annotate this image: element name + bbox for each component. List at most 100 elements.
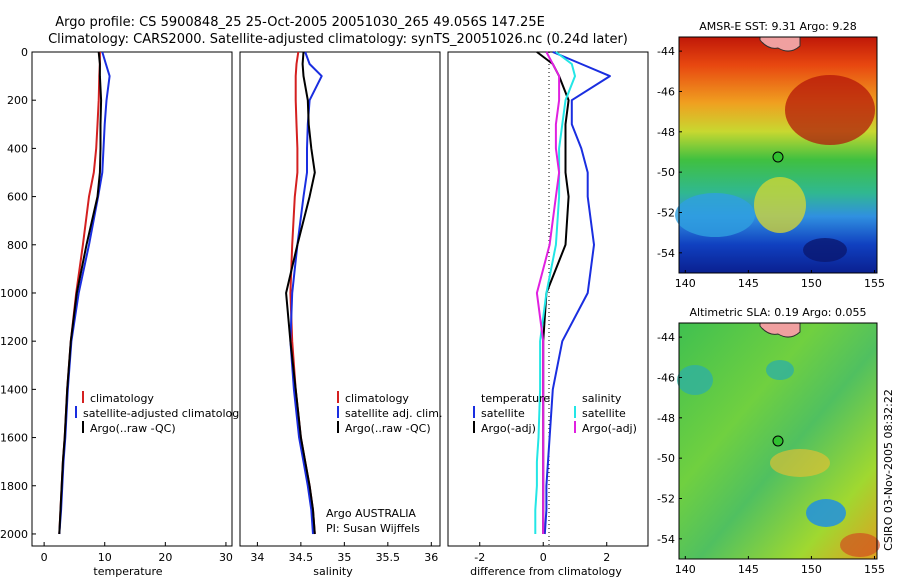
y-tick-label: -46: [657, 85, 675, 98]
sla-map-frame: [678, 322, 878, 560]
x-tick-label: 2: [603, 551, 610, 564]
sla-low-patch: [766, 360, 794, 380]
series-line-argo-raw-qc-: [58, 51, 103, 535]
sla-low-patch: [677, 365, 713, 395]
tasmania-land: [759, 322, 801, 338]
argo-position-marker: [772, 151, 784, 163]
legend-heading-salinity: salinity: [582, 392, 622, 405]
x-tick-label: 155: [864, 277, 885, 290]
y-tick-label: -44: [657, 45, 675, 58]
y-tick-label: -54: [657, 533, 675, 546]
sst-cool-patch: [675, 193, 755, 237]
difference-x-ticks: -2 0 2: [474, 542, 610, 564]
temperature-xlabel: temperature: [93, 565, 162, 578]
sla-high-corner: [840, 533, 880, 557]
temperature-x-ticks: 0 10 20 30: [41, 542, 233, 564]
figure-title-line1: Argo profile: CS 5900848_25 25-Oct-2005 …: [55, 15, 545, 30]
x-tick-label: 145: [738, 277, 759, 290]
sla-y-ticks: -44 -46 -48 -50 -52 -54: [657, 331, 682, 546]
legend-label-sal-satellite: satellite: [582, 407, 626, 420]
series-line-satellite-adjusted-climatolog: [58, 51, 111, 535]
sst-map-panel: AMSR-E SST: 9.31 Argo: 9.28 -44 -46 -48 -50…: [657, 20, 885, 290]
argo-position-marker: [772, 435, 784, 447]
sst-x-ticks: 140 145 150 155: [675, 270, 885, 290]
difference-panel: -2 0 2 difference from climatology tempera…: [447, 51, 649, 578]
x-tick-label: 10: [98, 551, 112, 564]
x-tick-label: 34: [250, 551, 264, 564]
difference-series: [534, 51, 611, 535]
legend-label-climatology: climatology: [90, 392, 154, 405]
y-tick-label: 1400: [0, 383, 28, 396]
figure-title-line2: Climatology: CARS2000. Satellite-adjuste…: [48, 32, 628, 47]
y-tick-label: -54: [657, 247, 675, 260]
temperature-panel: 0 200 400 600 800 1000 1200 1400 1600 1800 2000 0 1…: [0, 46, 239, 578]
x-tick-label: 35: [337, 551, 351, 564]
legend-heading-temperature: temperature: [481, 392, 550, 405]
sst-map-title: AMSR-E SST: 9.31 Argo: 9.28: [699, 20, 857, 33]
sst-y-ticks: -44 -46 -48 -50 -52 -54: [657, 45, 682, 260]
difference-xlabel: difference from climatology: [470, 565, 622, 578]
sst-map-frame: [678, 36, 878, 274]
y-tick-label: -44: [657, 331, 675, 344]
sst-cold-patch: [803, 238, 847, 262]
temperature-legend: climatology satellite-adjusted climatolo…: [75, 391, 239, 435]
x-tick-label: 35.5: [376, 551, 401, 564]
x-tick-label: 0: [540, 551, 547, 564]
y-tick-label: 1200: [0, 335, 28, 348]
tasmania-land: [759, 36, 801, 52]
series-line-argo-raw-qc-: [285, 51, 316, 535]
x-tick-label: 36: [424, 551, 438, 564]
y-tick-label: -52: [657, 492, 675, 505]
y-tick-label: -48: [657, 412, 675, 425]
sla-high-patch: [770, 449, 830, 477]
y-tick-label: 200: [7, 94, 28, 107]
y-tick-label: 2000: [0, 528, 28, 541]
x-tick-label: 0: [41, 551, 48, 564]
salinity-axes-frame: [239, 51, 441, 547]
temperature-series: [58, 51, 111, 535]
argo-note-line2: PI: Susan Wijffels: [326, 522, 420, 535]
series-line-salinity-argo-adj-: [535, 51, 561, 534]
y-tick-label: 1800: [0, 480, 28, 493]
y-tick-label: -46: [657, 371, 675, 384]
sst-warm-tongue: [754, 177, 806, 233]
legend-label-argo: Argo(..raw -QC): [90, 422, 176, 435]
temperature-axes-frame: [31, 51, 233, 547]
y-tick-label: 800: [7, 239, 28, 252]
salinity-panel: 34 34.5 35 35.5 36 salinity climatology sate…: [239, 51, 442, 578]
y-tick-label: 1600: [0, 432, 28, 445]
x-tick-label: 20: [158, 551, 172, 564]
salinity-xlabel: salinity: [313, 565, 353, 578]
sla-map-title: Altimetric SLA: 0.19 Argo: 0.055: [689, 306, 866, 319]
x-tick-label: 34.5: [289, 551, 314, 564]
salinity-x-ticks: 34 34.5 35 35.5 36: [250, 542, 438, 564]
legend-label-satellite: satellite-adjusted climatolog: [83, 407, 239, 420]
x-tick-label: 140: [675, 563, 696, 576]
y-tick-label: 400: [7, 142, 28, 155]
y-tick-label: -52: [657, 206, 675, 219]
salinity-series: [285, 51, 323, 535]
series-line-salinity-satellite: [534, 51, 576, 534]
x-tick-label: 150: [801, 563, 822, 576]
sla-x-ticks: 140 145 150 155: [675, 556, 885, 576]
series-line-temperature-satellite: [543, 51, 611, 535]
sst-hot-patch: [785, 75, 875, 145]
y-tick-label: 1000: [0, 287, 28, 300]
difference-legend: temperature satellite Argo(-adj) salinit…: [473, 392, 637, 435]
x-tick-label: 140: [675, 277, 696, 290]
sla-map-panel: Altimetric SLA: 0.19 Argo: 0.055 -44-46-…: [657, 306, 885, 576]
salinity-legend: climatology satellite adj. clim. Argo(..…: [337, 391, 442, 435]
y-tick-label: 0: [21, 46, 28, 59]
y-tick-label: -50: [657, 452, 675, 465]
legend-label-temp-argo: Argo(-adj): [481, 422, 536, 435]
x-tick-label: 145: [738, 563, 759, 576]
legend-label-satellite: satellite adj. clim.: [345, 407, 442, 420]
legend-label-argo: Argo(..raw -QC): [345, 422, 431, 435]
x-tick-label: 150: [801, 277, 822, 290]
legend-label-climatology: climatology: [345, 392, 409, 405]
y-tick-label: -48: [657, 126, 675, 139]
series-line-temperature-argo-adj-: [536, 51, 570, 534]
x-tick-label: -2: [474, 551, 485, 564]
difference-axes-frame: [447, 51, 649, 547]
